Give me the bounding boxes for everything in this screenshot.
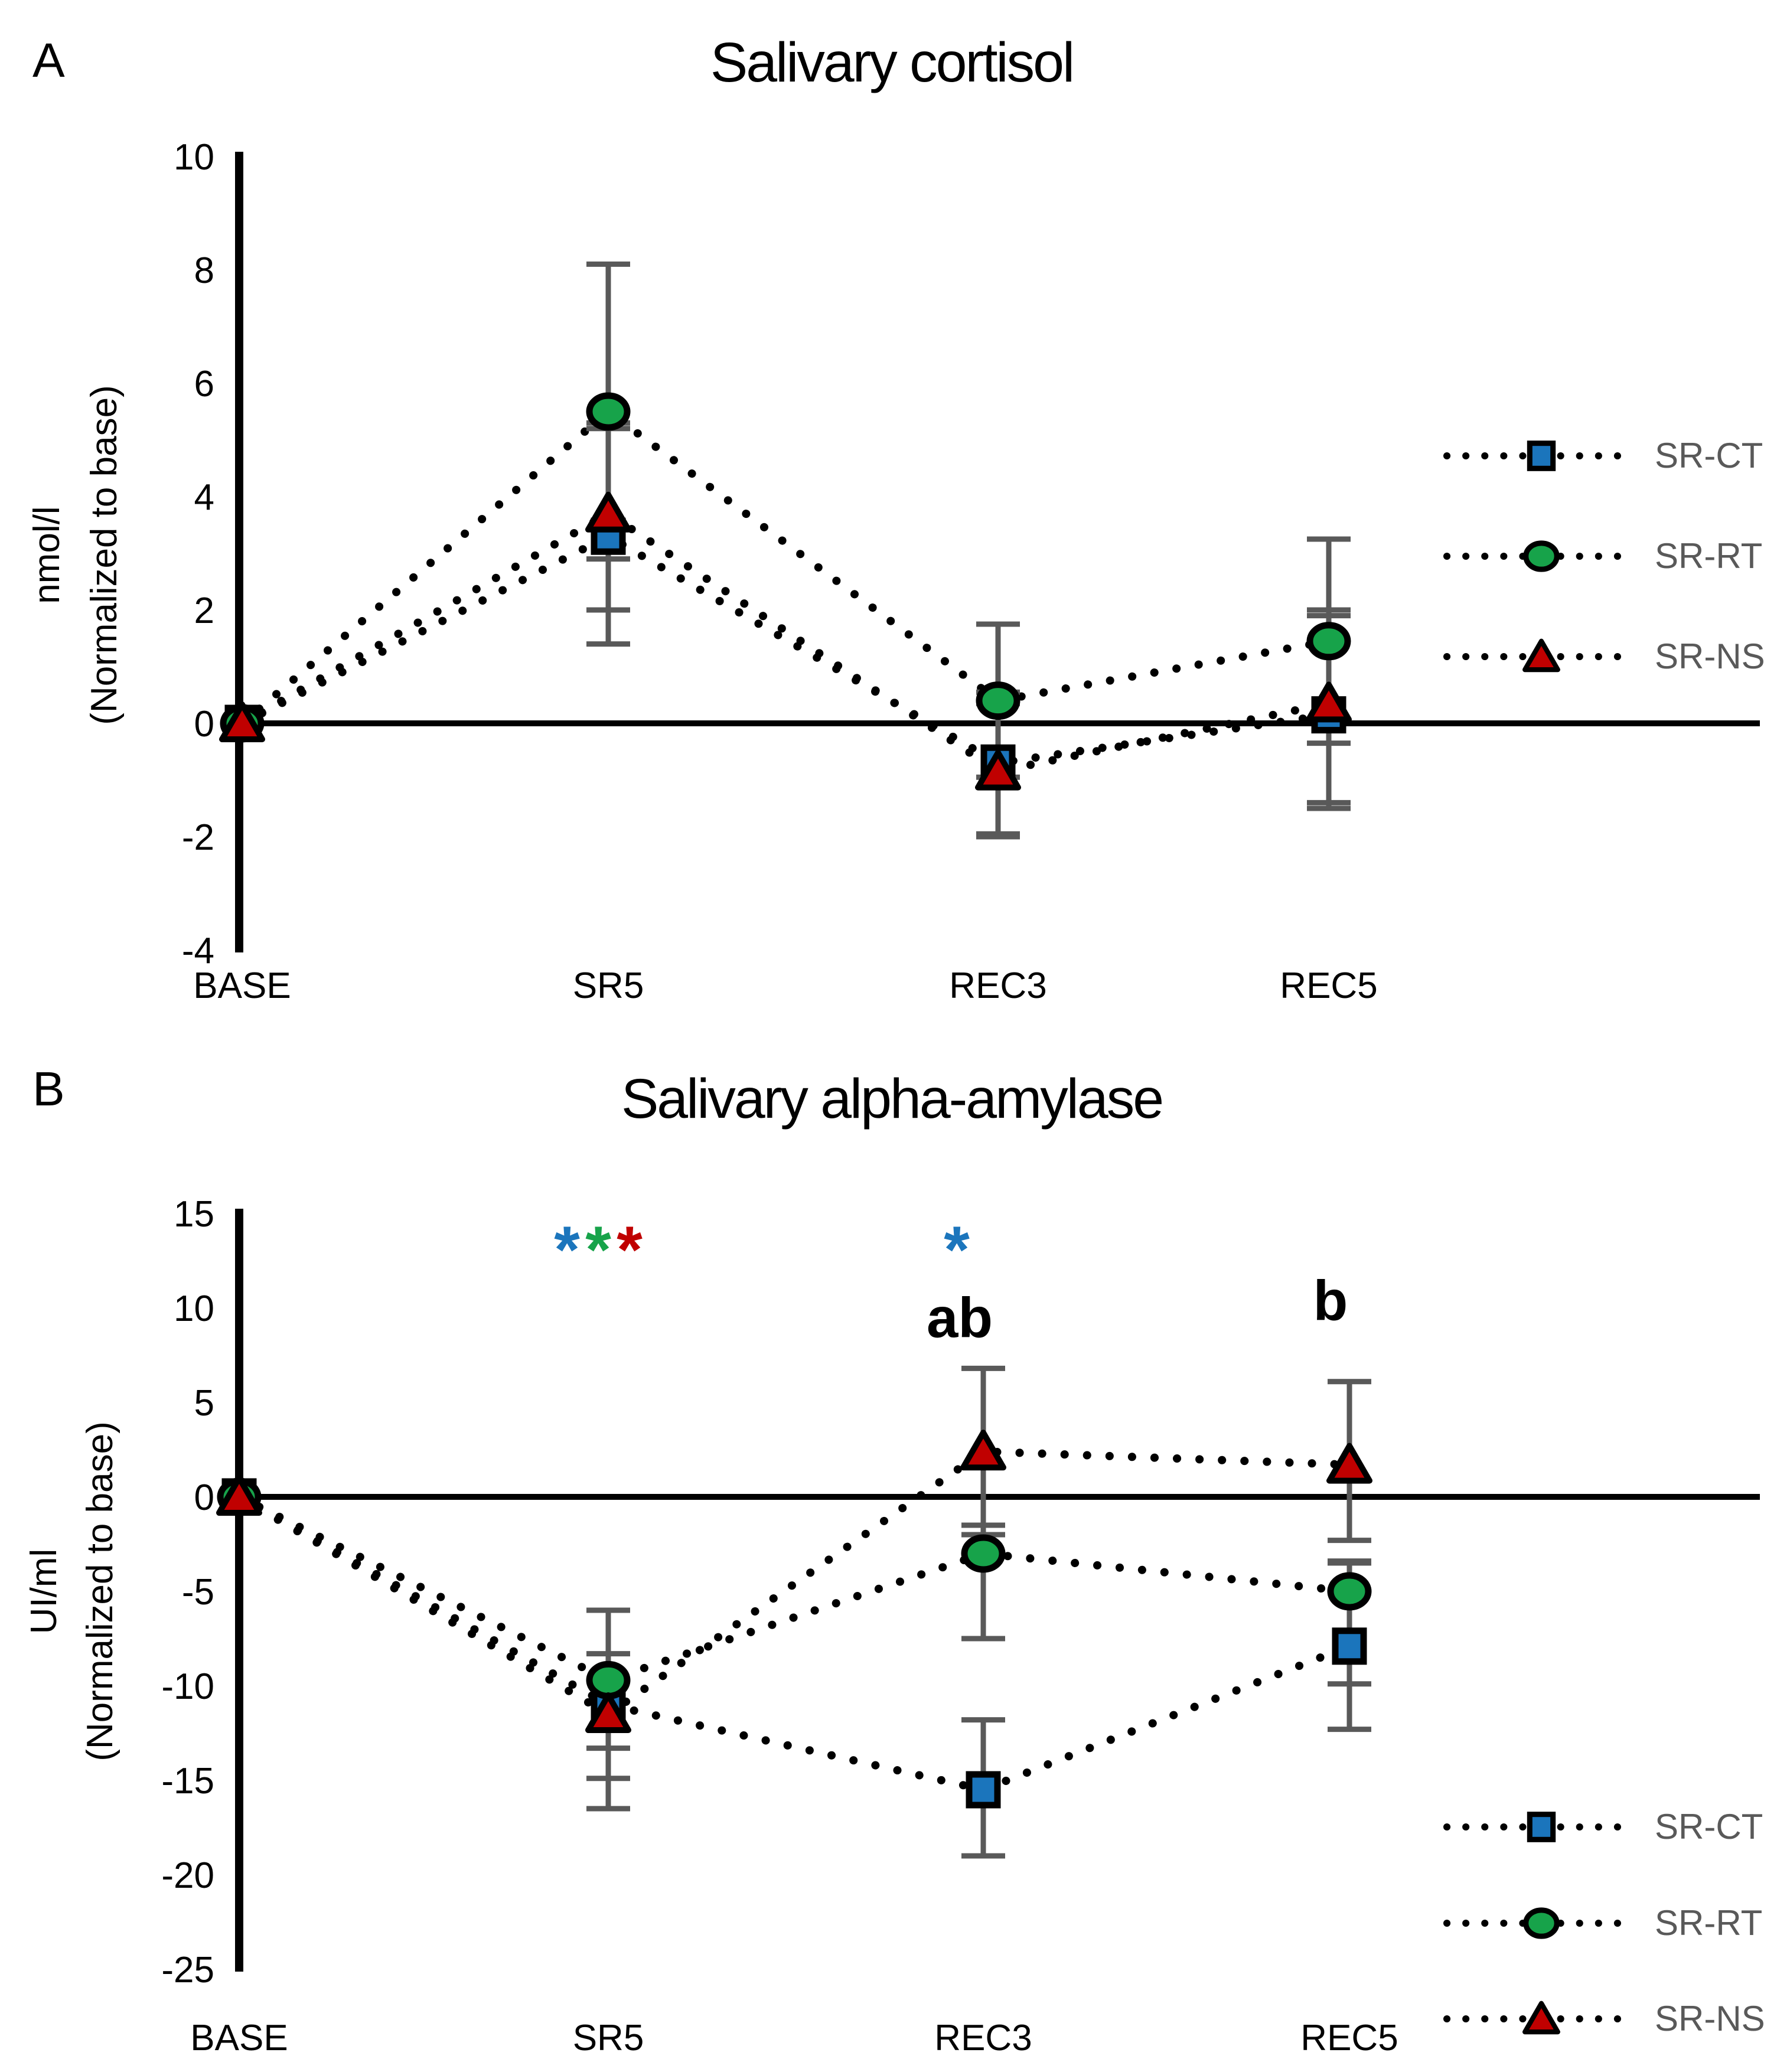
legend-label-SR-CT: SR-CT xyxy=(1655,436,1763,475)
chart-title: Salivary alpha-amylase xyxy=(621,1068,1162,1130)
legend-label-SR-RT: SR-RT xyxy=(1655,1903,1762,1943)
x-category-label: REC3 xyxy=(949,965,1046,1006)
x-category-label: REC5 xyxy=(1300,2018,1398,2058)
legend-marker-SR-NS xyxy=(1522,638,1560,673)
series-line-SR-RT xyxy=(238,406,1333,727)
y-tick-label: -20 xyxy=(161,1855,214,1896)
x-category-label: BASE xyxy=(193,965,291,1006)
legend-marker-SR-CT xyxy=(1527,1812,1556,1842)
y-tick-label: 10 xyxy=(174,1288,214,1329)
marker-circle-SR-RT xyxy=(1306,622,1351,661)
y-tick-label: 8 xyxy=(194,250,214,291)
legend-marker-SR-RT xyxy=(1523,540,1560,572)
marker-triangle-SR-NS xyxy=(960,1430,1006,1471)
marker-triangle-SR-NS xyxy=(216,1475,262,1516)
series-line-SR-CT xyxy=(235,1493,1354,1794)
panel-letter: B xyxy=(32,1062,65,1116)
y-axis-label-units: UI/ml xyxy=(24,1549,64,1634)
y-axis-label-note: (Normalized to base) xyxy=(80,1421,120,1761)
marker-triangle-SR-NS xyxy=(585,491,631,533)
y-tick-label: 0 xyxy=(194,1477,214,1518)
marker-circle-SR-RT xyxy=(1327,1572,1372,1611)
marker-circle-SR-RT xyxy=(976,681,1020,720)
legend-label-SR-NS: SR-NS xyxy=(1655,1999,1765,2038)
y-tick-label: 0 xyxy=(194,704,214,745)
marker-triangle-SR-NS xyxy=(1306,681,1352,723)
marker-triangle-SR-NS xyxy=(585,1692,631,1733)
x-category-label: BASE xyxy=(190,2018,288,2058)
y-tick-label: 4 xyxy=(194,477,214,518)
y-tick-label: -4 xyxy=(182,931,214,971)
y-tick-label: 6 xyxy=(194,364,214,404)
series-line-SR-NS xyxy=(238,508,1333,776)
annotation-letter: ab xyxy=(927,1286,993,1349)
x-category-label: SR5 xyxy=(573,965,644,1006)
annotation-asterisk: * xyxy=(617,1213,643,1287)
legend-label-SR-CT: SR-CT xyxy=(1655,1807,1763,1846)
legend-label-SR-NS: SR-NS xyxy=(1655,637,1765,676)
legend-marker-SR-NS xyxy=(1522,2001,1560,2035)
y-tick-label: -2 xyxy=(182,817,214,858)
annotation-asterisk: * xyxy=(585,1213,611,1287)
marker-square-SR-CT xyxy=(966,1771,1001,1809)
chart-title: Salivary cortisol xyxy=(710,31,1073,94)
x-category-label: SR5 xyxy=(573,2018,644,2058)
legend-marker-SR-RT xyxy=(1523,1907,1560,1939)
y-tick-label: -10 xyxy=(161,1666,214,1707)
series-line-SR-RT xyxy=(235,1493,1354,1685)
x-category-label: REC5 xyxy=(1280,965,1377,1006)
y-tick-label: -5 xyxy=(182,1572,214,1613)
legend-label-SR-RT: SR-RT xyxy=(1655,536,1762,576)
panel-b-salivary-alpha-amylase-chart: B Salivary alpha-amylase UI/ml (Normalized … xyxy=(24,1062,1765,2058)
y-axis-label-units: nmol/l xyxy=(27,506,67,603)
legend-marker-SR-CT xyxy=(1527,440,1556,471)
y-tick-label: 10 xyxy=(174,137,214,178)
y-axis-label-note: (Normalized to base) xyxy=(84,385,125,725)
panel-letter: A xyxy=(32,34,65,87)
annotation-asterisk: * xyxy=(944,1213,970,1287)
marker-circle-SR-RT xyxy=(961,1534,1006,1573)
marker-circle-SR-RT xyxy=(586,1660,631,1699)
annotation-letter: b xyxy=(1313,1269,1348,1332)
marker-square-SR-CT xyxy=(1332,1627,1367,1665)
series-line-SR-NS xyxy=(235,1447,1354,1719)
marker-circle-SR-RT xyxy=(586,392,631,431)
annotation-asterisk: * xyxy=(554,1213,580,1287)
marker-triangle-SR-NS xyxy=(219,701,265,742)
x-category-label: REC3 xyxy=(934,2018,1032,2058)
y-tick-label: -25 xyxy=(161,1950,214,1991)
y-tick-label: 5 xyxy=(194,1383,214,1424)
y-tick-label: 2 xyxy=(194,590,214,631)
y-tick-label: -15 xyxy=(161,1761,214,1802)
marker-triangle-SR-NS xyxy=(1326,1443,1372,1484)
series-line-SR-CT xyxy=(238,531,1333,768)
panel-a-salivary-cortisol-chart: A Salivary cortisol nmol/l (Normalized to b… xyxy=(27,31,1765,1006)
y-tick-label: 15 xyxy=(174,1194,214,1235)
marker-triangle-SR-NS xyxy=(975,749,1021,791)
